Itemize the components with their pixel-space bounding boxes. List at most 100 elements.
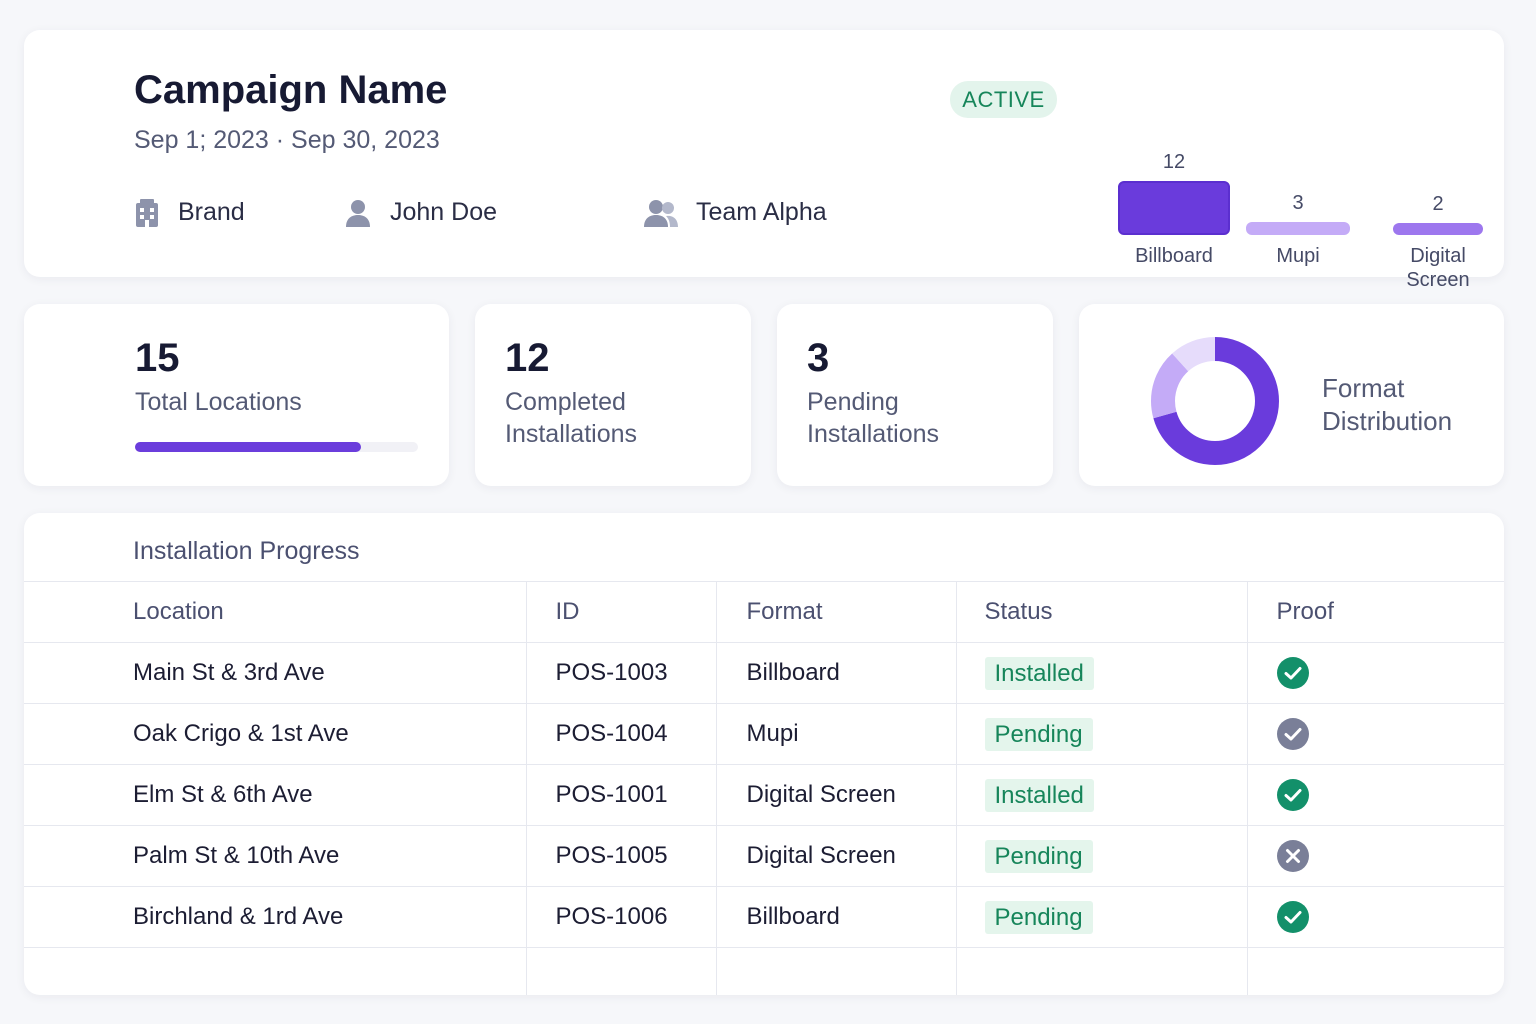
total-locations-label: Total Locations xyxy=(135,388,302,416)
bar-category-label: Mupi xyxy=(1276,245,1320,267)
empty-cell xyxy=(1246,947,1504,995)
check-gray-icon[interactable] xyxy=(1276,718,1309,750)
completed-installations-value: 12 xyxy=(505,336,550,380)
bar-value-label: 2 xyxy=(1432,193,1444,215)
status-cell: Installed xyxy=(955,764,1247,826)
bar-value-label: 3 xyxy=(1292,191,1304,214)
id-cell: POS-1005 xyxy=(525,825,716,887)
table-row[interactable]: Birchland & 1rd Ave POS-1006 Billboard Pend… xyxy=(24,886,1504,948)
campaign-dates: Sep 1; 2023 · Sep 30, 2023 xyxy=(134,126,440,154)
bar-digital-screen xyxy=(1393,223,1483,235)
pending-label-line-1: Pending xyxy=(807,388,899,416)
format-label-line-1: Format xyxy=(1322,373,1405,403)
column-header-id[interactable]: ID xyxy=(525,581,716,643)
format-distribution-label: Format Distribution xyxy=(1322,372,1482,438)
x-icon[interactable] xyxy=(1276,840,1309,872)
format-cell: Digital Screen xyxy=(715,825,956,887)
pending-label-line-2: Installations xyxy=(807,420,940,448)
brand-meta: Brand xyxy=(134,198,245,227)
location-cell: Birchland & 1rd Ave xyxy=(24,886,526,948)
proof-cell[interactable] xyxy=(1246,825,1504,887)
pending-installations-card: 3 Pending Installations xyxy=(777,304,1053,486)
team-label: Team Alpha xyxy=(696,198,827,226)
completed-label-line-1: Completed xyxy=(505,388,626,416)
table-header-row: Location ID Format Status Proof xyxy=(24,581,1504,643)
id-cell: POS-1003 xyxy=(525,642,716,704)
owner-meta: John Doe xyxy=(344,198,497,227)
campaign-title: Campaign Name xyxy=(134,68,448,112)
empty-cell xyxy=(955,947,1247,995)
table-row[interactable]: Elm St & 6th Ave POS-1001 Digital Screen In… xyxy=(24,764,1504,826)
format-cell: Billboard xyxy=(715,642,956,704)
column-header-format[interactable]: Format xyxy=(715,581,956,643)
location-cell: Palm St & 10th Ave xyxy=(24,825,526,887)
status-cell: Pending xyxy=(955,825,1247,887)
campaign-header-card: Campaign Name Sep 1; 2023 · Sep 30, 2023… xyxy=(24,30,1504,291)
team-meta: Team Alpha xyxy=(644,198,827,227)
user-icon xyxy=(346,199,370,227)
donut-slice-1 xyxy=(1151,337,1279,465)
location-cell: Elm St & 6th Ave xyxy=(24,764,526,826)
bar-value-label: 12 xyxy=(1162,151,1186,173)
proof-cell[interactable] xyxy=(1246,703,1504,765)
empty-cell xyxy=(24,947,526,995)
proof-cell[interactable] xyxy=(1246,886,1504,948)
column-header-proof[interactable]: Proof xyxy=(1246,581,1504,643)
installation-progress-title: Installation Progress xyxy=(133,537,360,565)
users-icon xyxy=(644,199,678,227)
status-badge: Installed xyxy=(984,778,1094,812)
id-cell: POS-1001 xyxy=(525,764,716,826)
total-locations-card: 15 Total Locations xyxy=(24,304,449,486)
column-header-location[interactable]: Location xyxy=(24,581,526,643)
format-distribution-card: Format Distribution xyxy=(1079,304,1504,486)
format-donut-chart xyxy=(1151,337,1279,465)
status-cell: Pending xyxy=(955,886,1247,948)
total-locations-value: 15 xyxy=(135,336,180,380)
status-badge: Pending xyxy=(984,717,1093,751)
total-locations-progress xyxy=(135,442,418,452)
check-icon[interactable] xyxy=(1276,779,1309,811)
completed-installations-card: 12 Completed Installations xyxy=(475,304,751,486)
completed-label-line-2: Installations xyxy=(505,420,638,448)
location-cell: Main St & 3rd Ave xyxy=(24,642,526,704)
owner-label: John Doe xyxy=(390,198,498,226)
table-row[interactable]: Main St & 3rd Ave POS-1003 Billboard Instal… xyxy=(24,642,1504,704)
format-bar-chart: 12 Billboard 3 Mupi 2 Digital Screen xyxy=(1104,115,1484,291)
building-icon xyxy=(136,198,158,227)
pending-installations-label: Pending Installations xyxy=(807,386,939,450)
empty-cell xyxy=(715,947,956,995)
table-empty-row xyxy=(24,947,1504,995)
format-cell: Digital Screen xyxy=(715,764,956,826)
status-cell: Pending xyxy=(955,703,1247,765)
installation-progress-card: Installation Progress Location ID Format… xyxy=(24,513,1504,995)
completed-installations-label: Completed Installations xyxy=(505,386,637,450)
check-icon[interactable] xyxy=(1276,901,1309,933)
bar-mupi xyxy=(1246,221,1350,235)
bar-category-label: Digital Screen xyxy=(1406,245,1470,291)
bar-billboard xyxy=(1118,181,1230,235)
format-label-line-2: Distribution xyxy=(1322,406,1453,436)
table-row[interactable]: Oak Crigo & 1st Ave POS-1004 Mupi Pending xyxy=(24,703,1504,765)
brand-label: Brand xyxy=(178,198,245,226)
total-locations-progress-fill xyxy=(135,442,362,452)
table-row[interactable]: Palm St & 10th Ave POS-1005 Digital Screen… xyxy=(24,825,1504,887)
format-cell: Billboard xyxy=(715,886,956,948)
id-cell: POS-1004 xyxy=(525,703,716,765)
donut-slice-2 xyxy=(1151,337,1279,465)
proof-cell[interactable] xyxy=(1246,764,1504,826)
format-cell: Mupi xyxy=(715,703,956,765)
status-badge: Pending xyxy=(984,900,1093,934)
status-badge: Installed xyxy=(984,656,1094,690)
status-badge: Pending xyxy=(984,839,1093,873)
check-icon[interactable] xyxy=(1276,657,1309,689)
bar-category-label: Billboard xyxy=(1135,245,1213,267)
status-badge: ACTIVE xyxy=(950,81,1057,118)
pending-installations-value: 3 xyxy=(807,336,830,380)
empty-cell xyxy=(525,947,716,995)
installation-table: Location ID Format Status Proof Main St … xyxy=(24,581,1504,995)
status-cell: Installed xyxy=(955,642,1247,704)
column-header-status[interactable]: Status xyxy=(955,581,1247,643)
proof-cell[interactable] xyxy=(1246,642,1504,704)
location-cell: Oak Crigo & 1st Ave xyxy=(24,703,526,765)
id-cell: POS-1006 xyxy=(525,886,716,948)
